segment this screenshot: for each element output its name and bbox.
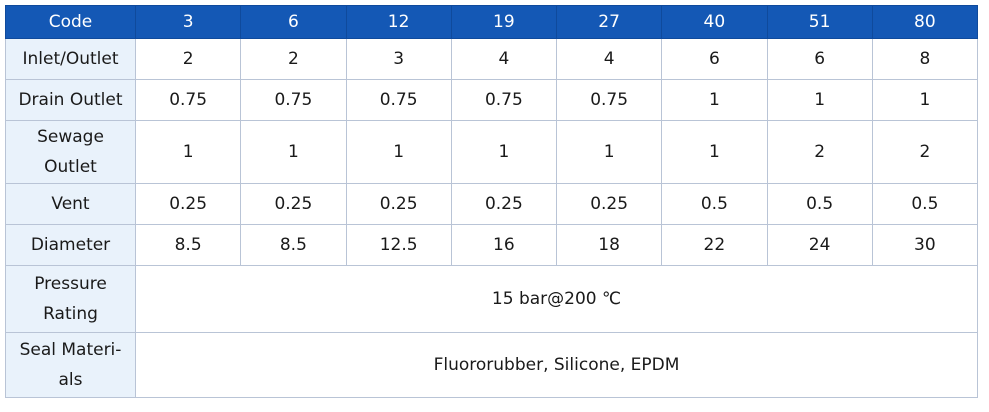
- table-cell: 3: [345, 38, 452, 80]
- table-cell: 6: [661, 38, 768, 80]
- table-cell: 1: [871, 79, 979, 121]
- row-label-vent: Vent: [5, 183, 136, 225]
- row-label-pressure-rating: Pressure Rating: [5, 265, 136, 333]
- table-cell: 4: [450, 38, 558, 80]
- table-cell: 4: [555, 38, 663, 80]
- table-cell: 16: [450, 224, 558, 266]
- table-row-diameter: Diameter 8.5 8.5 12.5 16 18 22 24 30: [5, 224, 979, 266]
- seal-materials-value: Fluororubber, Silicone, EPDM: [135, 332, 978, 398]
- row-label-seal-materials: Seal Materi-als: [5, 332, 136, 398]
- row-label-inlet-outlet: Inlet/Outlet: [5, 38, 136, 80]
- table-cell: 0.75: [345, 79, 452, 121]
- table-cell: 1: [661, 120, 768, 184]
- table-row-vent: Vent 0.25 0.25 0.25 0.25 0.25 0.5 0.5 0.…: [5, 183, 979, 225]
- row-label-diameter: Diameter: [5, 224, 136, 266]
- table-cell: 1: [345, 120, 452, 184]
- table-cell: 6: [766, 38, 873, 80]
- table-cell: 8.5: [240, 224, 347, 266]
- table-cell: 0.5: [766, 183, 873, 225]
- header-code-cell: 27: [555, 5, 663, 39]
- header-code-cell: 19: [450, 5, 558, 39]
- table-cell: 0.25: [240, 183, 347, 225]
- header-code-cell: 3: [134, 5, 242, 39]
- header-row: Code 3 6 12 19 27 40 51 80: [5, 5, 979, 39]
- header-code-cell: 6: [240, 5, 347, 39]
- header-label-code: Code: [5, 5, 136, 39]
- header-code-cell: 80: [871, 5, 979, 39]
- table-cell: 1: [450, 120, 558, 184]
- row-label-sewage-outlet: Sewage Outlet: [5, 120, 136, 184]
- table-cell: 8.5: [134, 224, 242, 266]
- table-cell: 1: [240, 120, 347, 184]
- table-cell: 0.5: [661, 183, 768, 225]
- row-label-drain-outlet: Drain Outlet: [5, 79, 136, 121]
- table-cell: 0.75: [240, 79, 347, 121]
- table-cell: 2: [871, 120, 979, 184]
- spec-table: Code 3 6 12 19 27 40 51 80 Inlet/Outlet …: [5, 5, 979, 398]
- header-code-cell: 12: [345, 5, 452, 39]
- table-cell: 8: [871, 38, 979, 80]
- table-cell: 2: [766, 120, 873, 184]
- table-row-inlet-outlet: Inlet/Outlet 2 2 3 4 4 6 6 8: [5, 38, 979, 80]
- table-cell: 1: [555, 120, 663, 184]
- table-cell: 1: [134, 120, 242, 184]
- pressure-rating-value: 15 bar@200 ℃: [135, 265, 978, 333]
- table-cell: 0.25: [134, 183, 242, 225]
- table-row-drain-outlet: Drain Outlet 0.75 0.75 0.75 0.75 0.75 1 …: [5, 79, 979, 121]
- table-cell: 24: [766, 224, 873, 266]
- table-cell: 0.25: [345, 183, 452, 225]
- table-cell: 12.5: [345, 224, 452, 266]
- table-cell: 2: [134, 38, 242, 80]
- table-cell: 0.25: [555, 183, 663, 225]
- table-row-pressure-rating: Pressure Rating 15 bar@200 ℃: [5, 265, 978, 333]
- table-cell: 2: [240, 38, 347, 80]
- table-cell: 0.25: [450, 183, 558, 225]
- table-cell: 22: [661, 224, 768, 266]
- table-cell: 0.75: [134, 79, 242, 121]
- header-code-cell: 40: [661, 5, 768, 39]
- table-cell: 18: [555, 224, 663, 266]
- table-row-sewage-outlet: Sewage Outlet 1 1 1 1 1 1 2 2: [5, 120, 979, 184]
- header-code-cell: 51: [766, 5, 873, 39]
- table-cell: 0.75: [450, 79, 558, 121]
- table-cell: 1: [661, 79, 768, 121]
- table-cell: 0.75: [555, 79, 663, 121]
- table-row-seal-materials: Seal Materi-als Fluororubber, Silicone, …: [5, 332, 978, 398]
- table-cell: 1: [766, 79, 873, 121]
- table-cell: 0.5: [871, 183, 979, 225]
- table-cell: 30: [871, 224, 979, 266]
